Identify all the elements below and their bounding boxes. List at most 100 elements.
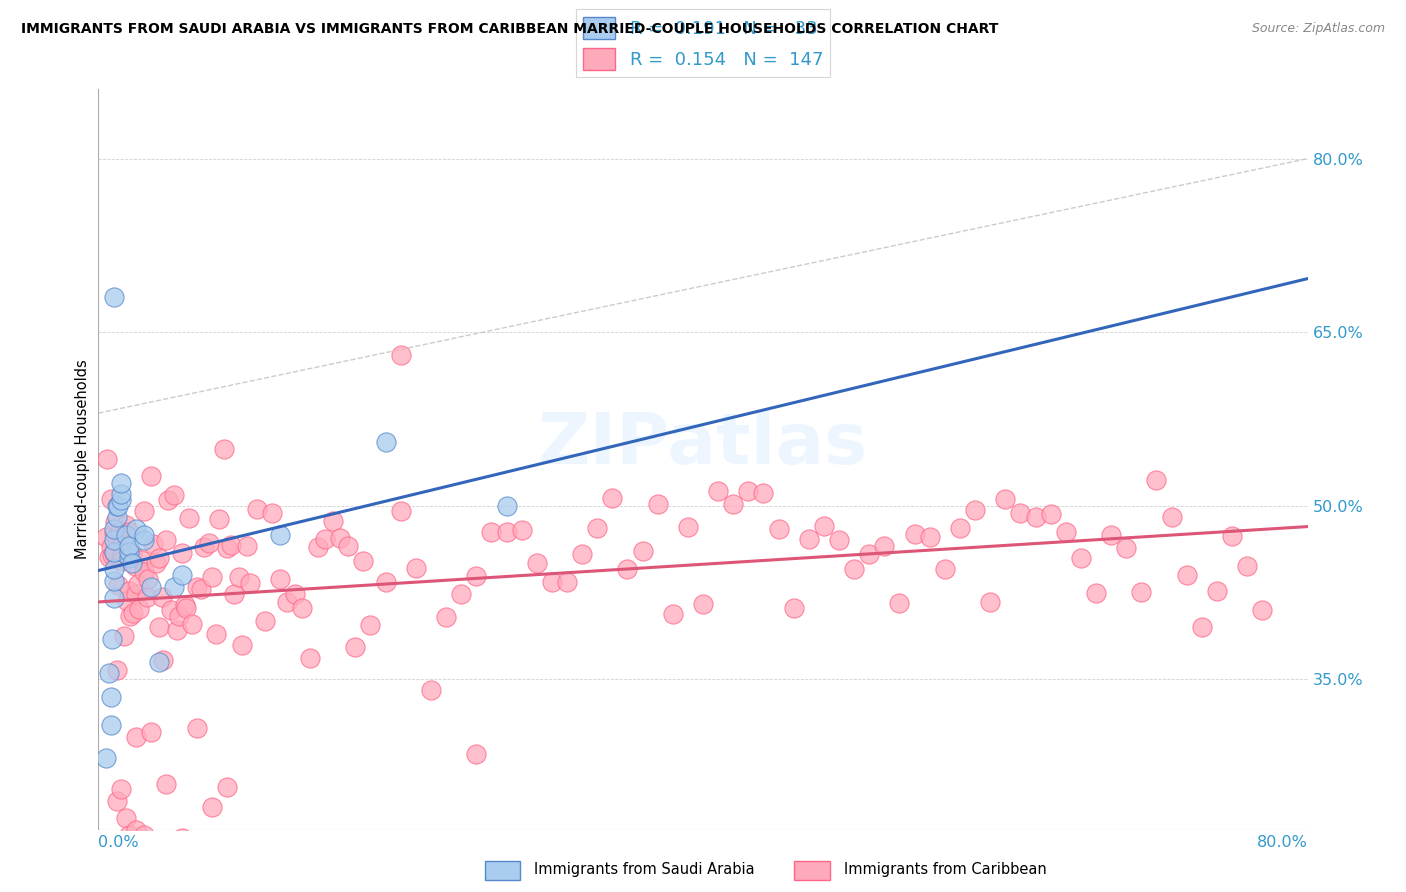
- Point: [150, 591, 173, 605]
- Point: [115, 593, 138, 607]
- Point: [105, 663, 128, 677]
- Point: [111, 533, 134, 547]
- Point: [1175, 567, 1198, 582]
- Point: [141, 580, 163, 594]
- Point: [121, 557, 143, 571]
- Point: [118, 539, 141, 553]
- Point: [98, 549, 121, 564]
- Point: [94, 751, 117, 765]
- Point: [107, 578, 129, 592]
- Point: [163, 488, 186, 502]
- Point: [495, 499, 517, 513]
- Point: [186, 721, 208, 735]
- Point: [262, 506, 284, 520]
- Point: [118, 584, 141, 599]
- Point: [155, 533, 177, 547]
- Point: [105, 794, 128, 808]
- Point: [174, 601, 197, 615]
- Point: [1236, 558, 1258, 573]
- Point: [181, 616, 204, 631]
- Point: [602, 491, 624, 505]
- Point: [1144, 474, 1167, 488]
- Point: [235, 539, 257, 553]
- Point: [148, 551, 170, 566]
- Point: [322, 514, 344, 528]
- Point: [103, 591, 125, 606]
- Point: [1115, 541, 1137, 556]
- Point: [994, 491, 1017, 506]
- Point: [100, 492, 122, 507]
- Point: [571, 547, 593, 561]
- Point: [103, 574, 125, 588]
- Point: [215, 541, 238, 556]
- Point: [201, 800, 224, 814]
- Point: [1085, 586, 1108, 600]
- Point: [160, 603, 183, 617]
- Legend: R =  0.191   N =   33, R =  0.154   N =  147: R = 0.191 N = 33, R = 0.154 N = 147: [575, 10, 831, 77]
- Point: [105, 510, 128, 524]
- Point: [156, 493, 179, 508]
- Point: [103, 562, 125, 576]
- Text: Source: ZipAtlas.com: Source: ZipAtlas.com: [1251, 22, 1385, 36]
- Point: [166, 623, 188, 637]
- Point: [101, 632, 124, 646]
- Point: [132, 504, 155, 518]
- Point: [352, 554, 374, 568]
- Point: [135, 590, 157, 604]
- Point: [1251, 603, 1274, 617]
- Point: [170, 830, 193, 845]
- Point: [450, 587, 472, 601]
- Point: [110, 549, 132, 564]
- Point: [526, 556, 548, 570]
- Point: [128, 601, 150, 615]
- Point: [190, 582, 212, 597]
- Point: [94, 530, 117, 544]
- Point: [103, 546, 125, 560]
- Point: [269, 527, 291, 541]
- Point: [110, 475, 132, 490]
- Point: [112, 629, 135, 643]
- Point: [797, 533, 820, 547]
- Point: [148, 655, 170, 669]
- Point: [291, 600, 314, 615]
- Point: [148, 620, 170, 634]
- Point: [631, 543, 654, 558]
- Text: 0.0%: 0.0%: [98, 835, 139, 850]
- Point: [1099, 528, 1122, 542]
- Point: [276, 595, 298, 609]
- Point: [647, 497, 669, 511]
- Point: [904, 526, 927, 541]
- Point: [100, 690, 122, 704]
- Point: [307, 540, 329, 554]
- Point: [186, 581, 208, 595]
- Point: [299, 650, 322, 665]
- Point: [170, 568, 193, 582]
- Point: [100, 540, 122, 554]
- Point: [314, 532, 336, 546]
- Point: [215, 780, 238, 794]
- Point: [616, 561, 638, 575]
- Point: [145, 556, 167, 570]
- Point: [934, 562, 956, 576]
- Point: [1039, 507, 1062, 521]
- Point: [844, 561, 866, 575]
- Point: [221, 538, 243, 552]
- Point: [1070, 550, 1092, 565]
- Point: [768, 522, 790, 536]
- Point: [103, 522, 125, 536]
- Point: [125, 730, 148, 744]
- Point: [873, 540, 896, 554]
- Point: [540, 575, 562, 590]
- Point: [949, 521, 972, 535]
- Point: [889, 596, 911, 610]
- Point: [723, 497, 745, 511]
- Point: [676, 520, 699, 534]
- Point: [118, 524, 141, 539]
- Point: [737, 484, 759, 499]
- Point: [103, 290, 125, 304]
- Point: [465, 568, 488, 582]
- Point: [103, 526, 125, 541]
- Point: [374, 435, 396, 450]
- Point: [114, 527, 136, 541]
- Point: [179, 511, 201, 525]
